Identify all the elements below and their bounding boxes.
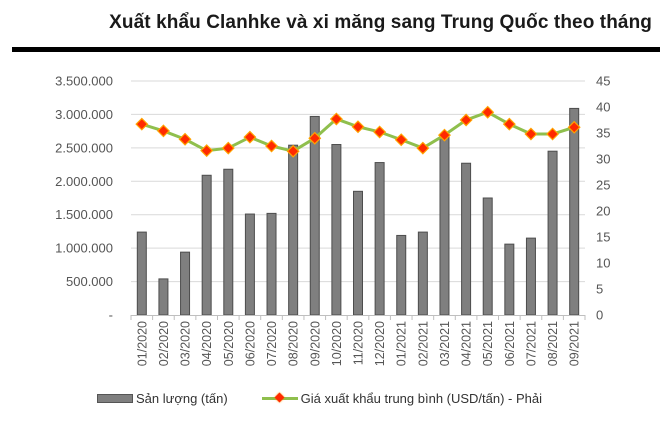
volume-bar[interactable] (244, 213, 255, 316)
volume-bar[interactable] (331, 144, 342, 316)
price-marker-icon[interactable] (200, 144, 214, 158)
x-axis-tick-label: 09/2020 (308, 321, 322, 366)
price-marker-icon[interactable] (394, 133, 408, 147)
x-axis-tick-label: 06/2020 (243, 321, 257, 366)
volume-bar[interactable] (201, 174, 212, 316)
bar-series (136, 107, 580, 316)
price-marker-icon[interactable] (524, 127, 538, 141)
volume-bar[interactable] (439, 134, 450, 316)
x-axis-tick-label: 03/2020 (179, 321, 193, 366)
chart-title: Xuất khẩu Clanhke và xi măng sang Trung … (109, 12, 652, 33)
volume-bar[interactable] (136, 231, 147, 316)
x-axis-tick-label: 02/2021 (416, 321, 430, 366)
y-axis-tick-label: - (109, 308, 113, 323)
x-axis-tick-label: 03/2021 (438, 321, 452, 366)
x-axis-tick-label: 08/2020 (287, 321, 301, 366)
price-marker-icon[interactable] (546, 127, 560, 141)
volume-bar[interactable] (482, 197, 493, 316)
y-axis-tick-label: 3.500.000 (55, 74, 113, 89)
legend-label-volume: Sản lượng (tấn) (136, 391, 228, 406)
volume-bar[interactable] (288, 144, 299, 316)
volume-bar[interactable] (353, 190, 363, 316)
x-axis-tick-label: 01/2020 (135, 321, 149, 366)
x-axis: 01/2020 02/2020 03/2020 04/2020 05/2020 06/20… (130, 315, 586, 366)
x-axis-tick-label: 10/2020 (330, 321, 344, 366)
x-axis-tick-label: 11/2020 (352, 321, 366, 365)
volume-bar[interactable] (396, 234, 407, 316)
y-axis-tick-label: 500.000 (66, 274, 113, 289)
x-axis-tick-label: 07/2021 (524, 321, 538, 366)
price-marker-icon[interactable] (135, 117, 149, 131)
x-axis-tick-label: 02/2020 (157, 321, 171, 366)
y2-axis-tick-label: 10 (596, 256, 610, 271)
y2-axis-tick-label: 15 (596, 230, 610, 245)
x-axis-tick-label: 04/2021 (460, 321, 474, 366)
price-marker-icon[interactable] (329, 112, 343, 126)
volume-bar[interactable] (223, 168, 234, 316)
volume-bar[interactable] (374, 162, 385, 316)
price-marker-icon[interactable] (178, 132, 192, 146)
price-marker-icon[interactable] (351, 120, 365, 134)
volume-bar[interactable] (569, 107, 580, 316)
x-axis-tick-label: 05/2020 (222, 321, 236, 366)
volume-bar[interactable] (180, 251, 191, 316)
volume-bar[interactable] (504, 243, 515, 316)
right-axis-ticks: 0 5 10 15 20 25 30 35 40 45 (596, 74, 610, 323)
y-axis-tick-label: 2.500.000 (55, 140, 113, 155)
y2-axis-tick-label: 35 (596, 126, 610, 141)
y-axis-tick-label: 1.000.000 (55, 241, 113, 256)
legend: Sản lượng (tấn) Giá xuất khẩu trung bình… (97, 391, 576, 406)
x-axis-tick-label: 12/2020 (373, 321, 387, 366)
x-axis-tick-label: 04/2020 (200, 321, 214, 366)
price-marker-icon[interactable] (502, 117, 516, 131)
legend-item-price[interactable]: Giá xuất khẩu trung bình (USD/tấn) - Phả… (261, 391, 543, 406)
line-marker-swatch-icon (261, 397, 298, 400)
price-marker-icon[interactable] (156, 124, 170, 138)
price-marker-icon[interactable] (437, 128, 451, 142)
legend-label-price: Giá xuất khẩu trung bình (USD/tấn) - Phả… (300, 391, 543, 406)
volume-bar[interactable] (525, 237, 536, 316)
x-axis-tick-label: 06/2021 (503, 321, 517, 366)
y2-axis-tick-label: 40 (596, 100, 610, 115)
legend-item-volume[interactable]: Sản lượng (tấn) (97, 391, 228, 406)
volume-bar[interactable] (461, 162, 472, 316)
price-marker-icon[interactable] (567, 120, 581, 134)
price-marker-icon[interactable] (265, 139, 279, 153)
y2-axis-tick-label: 0 (596, 308, 603, 323)
x-axis-tick-label: 09/2021 (568, 321, 582, 366)
y2-axis-tick-label: 45 (596, 74, 610, 89)
x-axis-tick-label: 01/2021 (395, 321, 409, 366)
x-axis-tick-label: 05/2021 (481, 321, 495, 366)
volume-bar[interactable] (309, 115, 320, 316)
price-marker-icon[interactable] (308, 131, 322, 145)
price-marker-icon[interactable] (373, 125, 387, 139)
y2-axis-tick-label: 20 (596, 204, 610, 219)
volume-bar[interactable] (547, 150, 558, 316)
volume-bar[interactable] (266, 212, 277, 316)
y2-axis-tick-label: 25 (596, 178, 610, 193)
line-series (135, 105, 581, 158)
y2-axis-tick-label: 5 (596, 282, 603, 297)
price-marker-icon[interactable] (481, 105, 495, 119)
y-axis-tick-label: 3.000.000 (55, 107, 113, 122)
bar-swatch-icon (97, 394, 133, 403)
volume-bar[interactable] (158, 278, 169, 316)
price-marker-icon[interactable] (243, 130, 257, 144)
title-divider (12, 47, 660, 52)
x-axis-tick-label: 08/2021 (546, 321, 560, 366)
price-marker-icon[interactable] (221, 141, 235, 155)
price-marker-icon[interactable] (416, 141, 430, 155)
volume-bar[interactable] (417, 231, 428, 316)
price-marker-icon[interactable] (459, 113, 473, 127)
y-axis-tick-label: 1.500.000 (55, 207, 113, 222)
price-marker-icon[interactable] (286, 144, 300, 158)
y-axis-tick-label: 2.000.000 (55, 174, 113, 189)
x-axis-tick-label: 07/2020 (265, 321, 279, 366)
y2-axis-tick-label: 30 (596, 152, 610, 167)
left-axis-ticks: - 500.000 1.000.000 1.500.000 2.000.000 2.500… (55, 74, 113, 323)
